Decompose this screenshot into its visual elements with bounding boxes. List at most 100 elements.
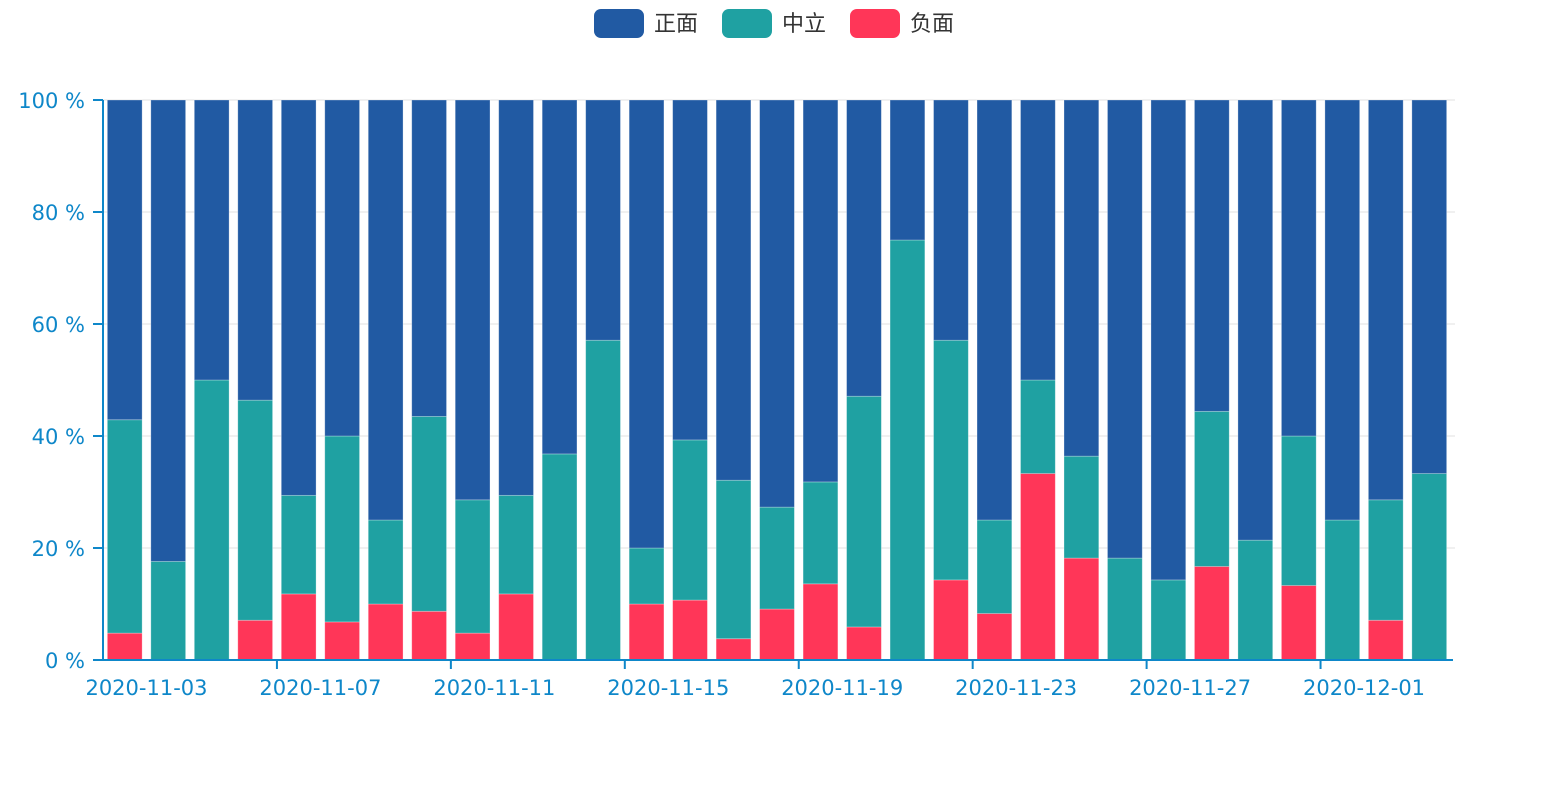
bar-segment-负面[interactable]: [1194, 566, 1230, 661]
bar-segment-负面[interactable]: [106, 632, 143, 661]
bar-segment-中立[interactable]: [759, 506, 795, 610]
bar-stack-2020-11-23[interactable]: [976, 99, 1013, 661]
bar-segment-正面[interactable]: [672, 99, 708, 441]
bar-segment-正面[interactable]: [411, 99, 447, 417]
bar-segment-中立[interactable]: [106, 419, 143, 634]
bar-segment-正面[interactable]: [585, 99, 621, 341]
bar-segment-中立[interactable]: [802, 481, 839, 585]
bar-segment-中立[interactable]: [150, 561, 187, 661]
bar-stack-2020-11-17[interactable]: [715, 99, 752, 661]
bar-segment-中立[interactable]: [1194, 410, 1230, 567]
bar-stack-2020-11-19[interactable]: [802, 99, 839, 661]
bar-segment-正面[interactable]: [1411, 99, 1448, 474]
bar-segment-正面[interactable]: [1281, 99, 1317, 437]
bar-segment-正面[interactable]: [1150, 99, 1187, 581]
bar-stack-2020-12-02[interactable]: [1367, 99, 1404, 661]
bar-stack-2020-11-04[interactable]: [150, 99, 187, 661]
bar-stack-2020-11-03[interactable]: [106, 99, 143, 661]
bar-segment-中立[interactable]: [889, 239, 926, 661]
bar-segment-负面[interactable]: [454, 632, 491, 661]
bar-segment-正面[interactable]: [628, 99, 665, 549]
bar-stack-2020-11-16[interactable]: [672, 99, 708, 661]
bar-segment-正面[interactable]: [1107, 99, 1143, 559]
bar-stack-2020-11-09[interactable]: [367, 99, 404, 661]
bar-segment-负面[interactable]: [976, 613, 1013, 661]
bar-segment-正面[interactable]: [280, 99, 317, 496]
bar-segment-正面[interactable]: [193, 99, 230, 381]
bar-segment-负面[interactable]: [672, 599, 708, 661]
bar-segment-负面[interactable]: [237, 619, 273, 661]
bar-stack-2020-11-30[interactable]: [1281, 99, 1317, 661]
bar-stack-2020-11-07[interactable]: [280, 99, 317, 661]
bar-stack-2020-12-01[interactable]: [1324, 99, 1361, 661]
bar-stack-2020-11-08[interactable]: [324, 99, 360, 661]
bar-segment-负面[interactable]: [367, 603, 404, 661]
bar-segment-正面[interactable]: [1194, 99, 1230, 412]
bar-segment-中立[interactable]: [498, 494, 534, 595]
bar-segment-中立[interactable]: [324, 435, 360, 623]
bar-stack-2020-11-28[interactable]: [1194, 99, 1230, 661]
bar-segment-负面[interactable]: [411, 610, 447, 661]
bar-segment-中立[interactable]: [1237, 539, 1274, 661]
bar-stack-2020-11-13[interactable]: [541, 99, 578, 661]
bar-stack-2020-11-20[interactable]: [846, 99, 882, 661]
bar-segment-中立[interactable]: [1367, 499, 1404, 621]
bar-segment-中立[interactable]: [237, 399, 273, 621]
bar-segment-正面[interactable]: [367, 99, 404, 521]
bar-segment-负面[interactable]: [1020, 473, 1056, 661]
bar-segment-负面[interactable]: [498, 593, 534, 661]
bar-segment-正面[interactable]: [759, 99, 795, 508]
bar-segment-正面[interactable]: [802, 99, 839, 483]
bar-segment-中立[interactable]: [628, 547, 665, 605]
bar-stack-2020-11-12[interactable]: [498, 99, 534, 661]
bar-segment-正面[interactable]: [889, 99, 926, 241]
bar-stack-2020-11-15[interactable]: [628, 99, 665, 661]
legend-item-0[interactable]: 正面: [594, 9, 698, 38]
bar-segment-中立[interactable]: [976, 519, 1013, 614]
bar-segment-中立[interactable]: [846, 395, 882, 628]
bar-segment-正面[interactable]: [1237, 99, 1274, 541]
bar-segment-正面[interactable]: [1367, 99, 1404, 501]
bar-stack-2020-11-29[interactable]: [1237, 99, 1274, 661]
bar-segment-中立[interactable]: [715, 479, 752, 640]
bar-segment-负面[interactable]: [846, 626, 882, 661]
bar-segment-正面[interactable]: [1324, 99, 1361, 521]
bar-stack-2020-11-11[interactable]: [454, 99, 491, 661]
bar-segment-负面[interactable]: [933, 579, 969, 661]
bar-stack-2020-11-24[interactable]: [1020, 99, 1056, 661]
bar-segment-正面[interactable]: [150, 99, 187, 562]
bar-segment-负面[interactable]: [1367, 619, 1404, 661]
bar-segment-中立[interactable]: [1020, 379, 1056, 474]
bar-segment-中立[interactable]: [1150, 579, 1187, 661]
bar-stack-2020-11-22[interactable]: [933, 99, 969, 661]
bar-segment-正面[interactable]: [976, 99, 1013, 521]
bar-segment-中立[interactable]: [1063, 455, 1100, 559]
bar-stack-2020-11-10[interactable]: [411, 99, 447, 661]
bar-segment-正面[interactable]: [846, 99, 882, 397]
bar-segment-中立[interactable]: [672, 439, 708, 601]
bar-segment-正面[interactable]: [324, 99, 360, 437]
bar-segment-中立[interactable]: [585, 339, 621, 661]
bar-segment-正面[interactable]: [1063, 99, 1100, 457]
bar-segment-中立[interactable]: [933, 339, 969, 581]
bar-segment-中立[interactable]: [411, 415, 447, 612]
bar-segment-负面[interactable]: [759, 608, 795, 661]
bar-segment-正面[interactable]: [541, 99, 578, 455]
bar-segment-中立[interactable]: [1324, 519, 1361, 661]
bar-segment-中立[interactable]: [1107, 557, 1143, 661]
legend-item-2[interactable]: 负面: [850, 9, 954, 38]
bar-segment-正面[interactable]: [933, 99, 969, 341]
bar-segment-负面[interactable]: [715, 638, 752, 661]
bar-segment-中立[interactable]: [280, 494, 317, 595]
bar-segment-中立[interactable]: [367, 519, 404, 605]
bar-segment-负面[interactable]: [1063, 557, 1100, 661]
bar-stack-2020-11-18[interactable]: [759, 99, 795, 661]
bar-segment-负面[interactable]: [1281, 585, 1317, 661]
bar-segment-正面[interactable]: [106, 99, 143, 421]
bar-segment-正面[interactable]: [1020, 99, 1056, 381]
bar-stack-2020-11-06[interactable]: [237, 99, 273, 661]
bar-stack-2020-11-27[interactable]: [1150, 99, 1187, 661]
bar-segment-正面[interactable]: [454, 99, 491, 501]
bar-segment-负面[interactable]: [628, 603, 665, 661]
bar-segment-中立[interactable]: [1281, 435, 1317, 586]
